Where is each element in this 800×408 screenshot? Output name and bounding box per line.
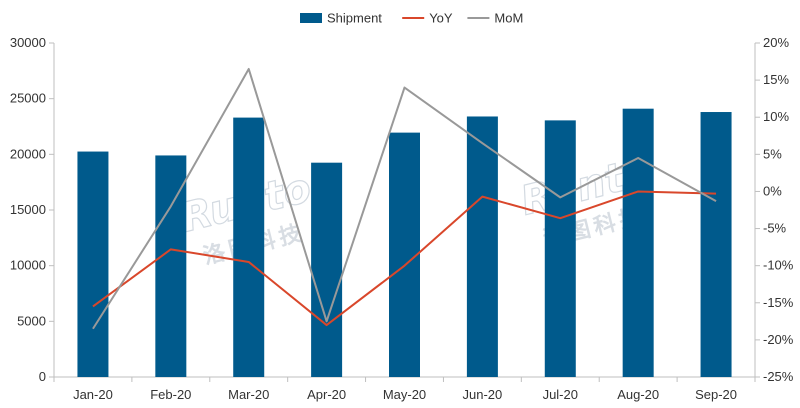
- y-right-tick-label: -20%: [763, 332, 794, 347]
- legend-item-mom: MoM: [467, 11, 523, 26]
- legend-swatch-shipment: [300, 13, 322, 23]
- x-tick-label: Jun-20: [463, 387, 503, 402]
- bar-shipment-sep-20: [700, 112, 732, 377]
- y-left-tick-label: 15000: [10, 202, 46, 217]
- y-right-tick-label: -15%: [763, 295, 794, 310]
- y-left-tick-label: 20000: [10, 146, 46, 161]
- lines: [92, 67, 717, 330]
- x-tick-label: Jan-20: [73, 387, 113, 402]
- y-right-tick-label: 15%: [763, 72, 789, 87]
- x-tick-label: Feb-20: [150, 387, 191, 402]
- bars: [77, 108, 732, 378]
- x-tick-label: Apr-20: [307, 387, 346, 402]
- bar-shipment-jul-20: [544, 120, 576, 378]
- legend-label-mom: MoM: [494, 11, 523, 26]
- x-tick-label: Jul-20: [543, 387, 578, 402]
- legend-item-yoy: YoY: [402, 11, 453, 26]
- y-left-tick-label: 10000: [10, 258, 46, 273]
- bar-shipment-feb-20: [155, 155, 187, 377]
- y-right-tick-label: 5%: [763, 146, 782, 161]
- y-right-tick-label: 0%: [763, 183, 782, 198]
- bar-shipment-may-20: [389, 132, 420, 377]
- bar-shipment-aug-20: [622, 108, 654, 377]
- x-tick-label: Mar-20: [228, 387, 269, 402]
- y-left-tick-label: 0: [39, 369, 46, 384]
- y-left-tick-label: 30000: [10, 35, 46, 50]
- y-right-tick-label: 10%: [763, 109, 789, 124]
- y-left-tick-label: 5000: [17, 313, 46, 328]
- legend: Shipment YoY MoM: [300, 11, 523, 26]
- y-right-tick-label: 20%: [763, 35, 789, 50]
- x-tick-labels: Jan-20 Feb-20 Mar-20 Apr-20 May-20 Jun-20 Jul-…: [73, 387, 737, 402]
- y-right-tick-label: -25%: [763, 369, 794, 384]
- y-right-tick-label: -10%: [763, 258, 794, 273]
- bar-shipment-jan-20: [77, 151, 109, 377]
- bar-shipment-jun-20: [466, 116, 498, 377]
- x-tick-label: Aug-20: [617, 387, 659, 402]
- legend-label-yoy: YoY: [429, 11, 453, 26]
- y-right-tick-label: -5%: [763, 221, 787, 236]
- bar-shipment-mar-20: [233, 117, 265, 378]
- x-tick-label: May-20: [383, 387, 426, 402]
- bar-shipment-apr-20: [311, 162, 343, 377]
- legend-item-shipment: Shipment: [300, 11, 382, 26]
- x-tick-label: Sep-20: [695, 387, 737, 402]
- legend-label-shipment: Shipment: [327, 11, 382, 26]
- y-left-tick-label: 25000: [10, 91, 46, 106]
